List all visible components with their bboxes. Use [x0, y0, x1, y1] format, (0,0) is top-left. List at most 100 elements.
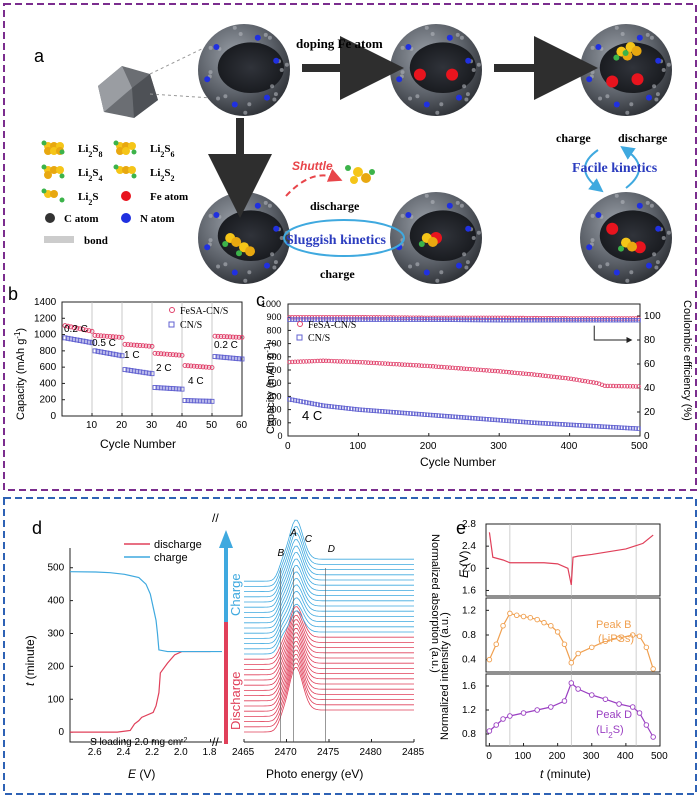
point-fesa-capacity: [458, 366, 464, 371]
point-2: [486, 728, 493, 734]
y-right-tick-label: 80: [644, 335, 656, 346]
point-cn-ce: [456, 317, 461, 323]
x-axis-label: Cycle Number: [420, 455, 496, 469]
point-cn-capacity: [349, 406, 354, 412]
point-fesa-capacity: [405, 362, 410, 368]
point-cn-ce: [625, 317, 630, 323]
rate-label: 0.2 C: [64, 324, 88, 335]
point-fesa-ce: [368, 315, 374, 320]
y-tick-label: 400: [40, 378, 57, 389]
n-atom: [595, 212, 602, 218]
point-cn-ce: [408, 317, 413, 322]
point-fesa-capacity: [436, 364, 441, 369]
point-1: [513, 612, 520, 619]
c-atom: [232, 193, 237, 198]
point-cn-ce: [360, 317, 365, 322]
point-fesa-capacity: [498, 369, 503, 374]
point-fesa-capacity: [549, 374, 554, 379]
point-fesa-capacity: [371, 360, 377, 366]
c-atom: [629, 270, 634, 275]
point-cn-capacity: [433, 413, 439, 418]
point-fesa-capacity: [461, 366, 467, 371]
sphere-cn: [198, 24, 290, 116]
c-atom: [652, 252, 657, 257]
point-fesa: [164, 351, 170, 357]
c-atom: [471, 236, 476, 240]
point-fesa: [182, 363, 188, 368]
curve-0: [488, 532, 654, 586]
point-cn-capacity: [380, 409, 385, 414]
point-cn-capacity: [492, 417, 498, 423]
point-cn-capacity: [371, 408, 377, 413]
point-cn-ce: [444, 317, 450, 322]
point-fesa: [86, 328, 92, 334]
point-fesa-ce: [484, 315, 489, 320]
point-cn-ce: [439, 317, 444, 322]
point-cn-capacity: [549, 421, 554, 426]
point-fesa-capacity: [323, 358, 329, 364]
fe-atom: [446, 68, 459, 81]
point-cn-ce: [351, 317, 357, 322]
point-fesa-capacity: [402, 362, 408, 367]
c-atom: [430, 199, 435, 204]
point-fesa: [155, 351, 161, 356]
c-atom: [238, 199, 243, 204]
x-tick-label: 200: [420, 441, 437, 452]
c-atom: [424, 193, 429, 198]
legend-label-li2s8: Li2S8: [78, 143, 103, 159]
y-tick-label: 1.2: [462, 605, 476, 616]
point-fesa-ce: [489, 315, 495, 320]
point-fesa: [218, 334, 224, 339]
sulfur-atom: [631, 46, 642, 56]
point-cn-capacity: [557, 422, 562, 427]
point-cn-ce: [529, 317, 534, 323]
point-cn: [161, 385, 167, 391]
point-cn-ce: [371, 317, 377, 322]
point-cn-ce: [489, 317, 495, 323]
panel-b-label: b: [8, 284, 18, 304]
legend-label-li2s6: Li2S6: [150, 143, 175, 159]
point-fesa: [194, 363, 200, 369]
point-cn-ce: [433, 317, 439, 322]
x-tick-label: 2465: [232, 747, 255, 758]
point-2: [589, 692, 595, 698]
arrow-head: [219, 530, 233, 548]
x-tick-label: 400: [617, 751, 634, 762]
li-atom: [41, 164, 47, 170]
point-cn-capacity: [506, 418, 512, 424]
c-atom: [598, 96, 603, 101]
point-cn-ce: [335, 317, 340, 322]
sphere-cavity: [409, 42, 477, 93]
point-cn-ce: [416, 317, 422, 322]
point-fesa-ce: [354, 315, 360, 320]
point-cn-ce: [630, 317, 636, 323]
c-atom: [462, 252, 467, 257]
point-cn-capacity: [563, 422, 568, 427]
point-fesa: [71, 325, 77, 330]
point-fesa-capacity: [633, 384, 638, 389]
x-tick-label: 2.4: [116, 747, 130, 758]
point-cn-ce: [478, 317, 484, 323]
point-cn-capacity: [419, 412, 424, 417]
point-cn-capacity: [633, 426, 638, 431]
li-atom: [236, 250, 242, 257]
point-1: [548, 623, 554, 629]
point-fesa: [98, 333, 104, 339]
n-atom: [446, 202, 453, 209]
y-tick-label: 500: [267, 365, 282, 375]
point-cn-ce: [594, 317, 599, 323]
point-cn-ce: [487, 317, 492, 323]
point-cn: [218, 354, 224, 360]
panel-d-label: d: [32, 518, 42, 538]
point-cn-capacity: [456, 414, 461, 420]
legend-bond: bond: [84, 235, 108, 247]
point-cn-ce: [453, 317, 458, 323]
point-fesa-capacity: [554, 374, 560, 380]
y-right-tick-label: 100: [644, 311, 661, 322]
point-cn-ce: [447, 317, 453, 322]
y-tick-label: 400: [267, 378, 282, 388]
point-fesa-capacity: [546, 374, 551, 379]
point-fesa-ce: [332, 315, 337, 320]
point-fesa-capacity: [349, 359, 354, 365]
point-fesa-capacity: [439, 364, 444, 370]
